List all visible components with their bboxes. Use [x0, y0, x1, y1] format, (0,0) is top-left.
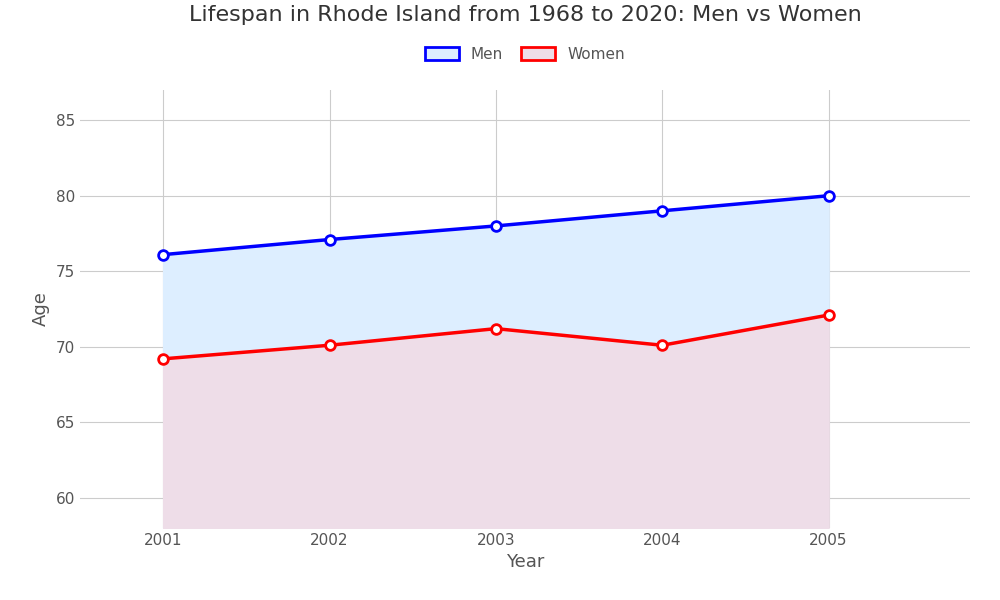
Title: Lifespan in Rhode Island from 1968 to 2020: Men vs Women: Lifespan in Rhode Island from 1968 to 20…	[189, 5, 861, 25]
X-axis label: Year: Year	[506, 553, 544, 571]
Legend: Men, Women: Men, Women	[419, 41, 631, 68]
Y-axis label: Age: Age	[32, 292, 50, 326]
